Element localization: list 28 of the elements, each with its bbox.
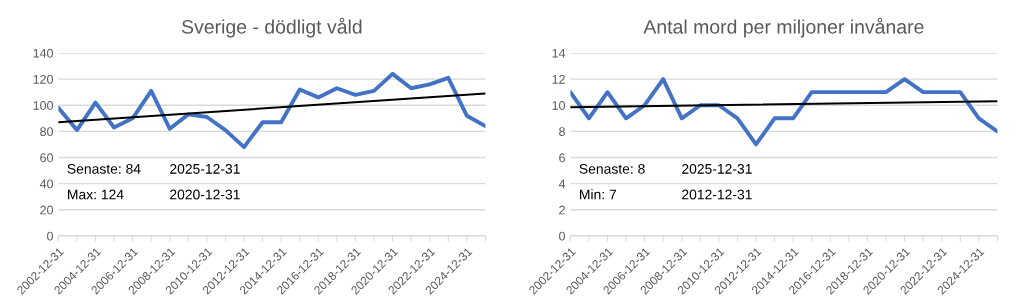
annotation: Max: 124 bbox=[68, 189, 124, 200]
y-tick-label: 0 bbox=[47, 231, 54, 241]
y-tick-label: 100 bbox=[33, 101, 54, 110]
annotation: 2020-12-31 bbox=[170, 189, 240, 200]
annotation: 2025-12-31 bbox=[682, 163, 752, 174]
y-tick-label: 60 bbox=[40, 153, 54, 163]
line-series bbox=[570, 77, 998, 147]
y-tick-label: 120 bbox=[33, 74, 54, 84]
y-tick-label: 12 bbox=[552, 74, 565, 84]
chart-title: Sverige - dödligt våld bbox=[181, 17, 362, 38]
y-tick-label: 40 bbox=[39, 179, 54, 189]
y-tick-label: 0 bbox=[559, 231, 566, 241]
y-tick-label: 10 bbox=[552, 101, 566, 110]
y-tick-label: 8 bbox=[559, 127, 565, 137]
annotation: Min: 7 bbox=[580, 189, 617, 200]
y-tick-label: 20 bbox=[40, 205, 54, 215]
y-tick-label: 14 bbox=[552, 48, 566, 58]
y-tick-label: 2 bbox=[559, 205, 565, 215]
chart-title: Antal mord per miljoner invånare bbox=[643, 17, 924, 38]
annotation: 2012-12-31 bbox=[682, 189, 752, 200]
y-tick-label: 80 bbox=[40, 127, 54, 137]
annotation: 2025-12-31 bbox=[170, 163, 240, 174]
annotation: Senaste: 8 bbox=[579, 163, 645, 174]
annotation: Senaste: 84 bbox=[67, 163, 141, 174]
y-tick-label: 4 bbox=[558, 179, 566, 189]
line-series bbox=[58, 71, 486, 150]
y-tick-label: 6 bbox=[559, 153, 565, 163]
y-tick-label: 140 bbox=[33, 48, 54, 58]
